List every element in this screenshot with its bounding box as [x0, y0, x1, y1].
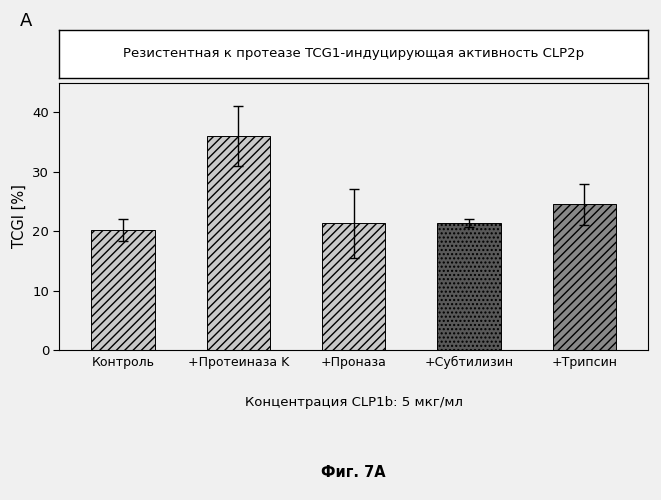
Text: Концентрация CLP1b: 5 мкг/мл: Концентрация CLP1b: 5 мкг/мл: [245, 396, 463, 409]
Bar: [553, 204, 616, 350]
Text: Резистентная к протеазе TCG1-индуцирующая активность CLP2p: Резистентная к протеазе TCG1-индуцирующа…: [123, 48, 584, 60]
Y-axis label: TCGI [%]: TCGI [%]: [12, 184, 26, 248]
Bar: [206, 136, 270, 350]
Text: Фиг. 7A: Фиг. 7A: [321, 465, 386, 480]
Text: A: A: [20, 12, 32, 30]
Bar: [322, 224, 385, 350]
Bar: [91, 230, 155, 350]
Bar: [438, 223, 501, 350]
